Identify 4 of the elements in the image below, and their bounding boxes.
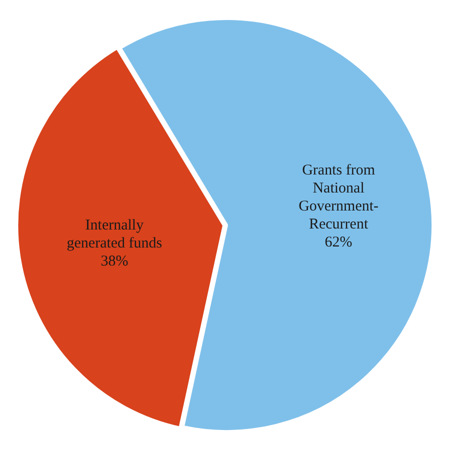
data-label: 62% (324, 234, 352, 250)
slice-label: Internally generated funds (66, 217, 162, 252)
slice-label: Grants from National Government-Recurrent (298, 162, 379, 232)
data-label: 38% (100, 253, 128, 270)
